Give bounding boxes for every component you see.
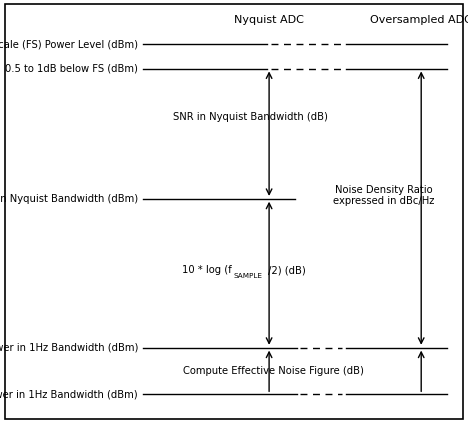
Text: KTB Thermal Noise Power in 1Hz Bandwidth (dBm): KTB Thermal Noise Power in 1Hz Bandwidth…: [0, 389, 138, 399]
Text: /2) (dB): /2) (dB): [268, 265, 306, 275]
Text: 0.5 to 1dB below FS (dBm): 0.5 to 1dB below FS (dBm): [5, 63, 138, 74]
Text: Oversampled ADC: Oversampled ADC: [370, 15, 468, 25]
Text: SNR in Nyquist Bandwidth (dB): SNR in Nyquist Bandwidth (dB): [173, 112, 328, 122]
Text: Integrated Noise Power in Nyquist Bandwidth (dBm): Integrated Noise Power in Nyquist Bandwi…: [0, 194, 138, 204]
Text: Noise Density Ratio
expressed in dBc/Hz: Noise Density Ratio expressed in dBc/Hz: [333, 184, 434, 206]
Text: Nyquist ADC: Nyquist ADC: [234, 15, 304, 25]
Text: Compute Effective Noise Figure (dB): Compute Effective Noise Figure (dB): [183, 366, 364, 376]
Text: 10 * log (f: 10 * log (f: [182, 265, 232, 275]
Text: Normalized Noise Power in 1Hz Bandwidth (dBm): Normalized Noise Power in 1Hz Bandwidth …: [0, 343, 138, 353]
Text: Full-Scale (FS) Power Level (dBm): Full-Scale (FS) Power Level (dBm): [0, 39, 138, 49]
Text: SAMPLE: SAMPLE: [233, 273, 262, 279]
